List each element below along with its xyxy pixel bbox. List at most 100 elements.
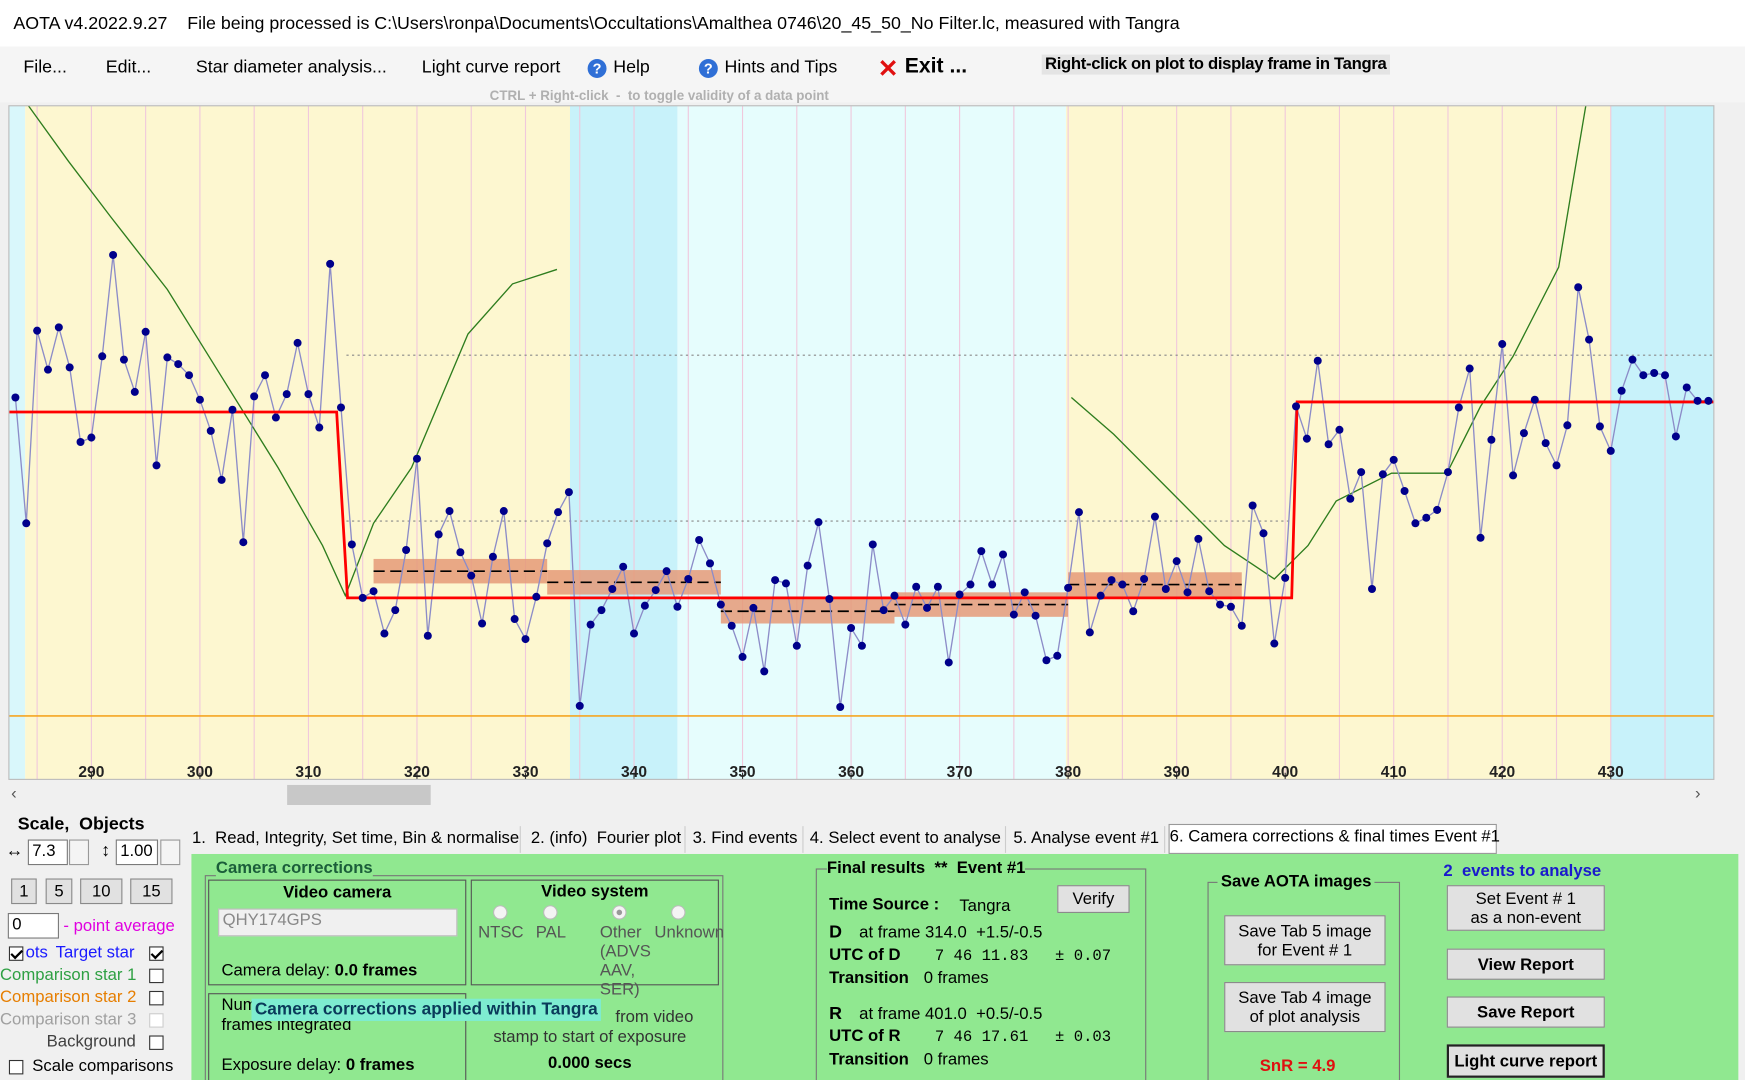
radio[interactable] [671, 905, 686, 920]
step-button[interactable]: 10 [80, 878, 123, 905]
step-button[interactable]: 5 [45, 878, 73, 905]
data-point [163, 353, 172, 362]
data-point [1129, 607, 1138, 616]
menu-item[interactable]: File... [23, 57, 67, 77]
menu-item[interactable]: Star diameter analysis... [195, 57, 387, 77]
data-point [890, 591, 899, 600]
data-point [423, 631, 432, 640]
camera-delay-value: 0.0 frames [334, 960, 418, 980]
x-scale-spinner[interactable] [68, 839, 90, 866]
step-button[interactable]: 1 [11, 878, 37, 905]
utc-label: UTC of D [829, 945, 901, 965]
light-curve-report-button[interactable]: Light curve report [1446, 1044, 1605, 1078]
non-event-button[interactable]: Set Event # 1 as a non-event [1446, 885, 1605, 931]
svg-text:?: ? [704, 61, 713, 77]
x-tick-label: 330 [512, 764, 538, 781]
y-scale-input[interactable]: 1.00 [115, 839, 159, 866]
save-tab5-button[interactable]: Save Tab 5 image for Event # 1 [1224, 915, 1386, 966]
tab[interactable]: 6. Camera corrections & final times Even… [1168, 823, 1500, 854]
plots-label: ots [25, 943, 48, 962]
data-point [1226, 602, 1235, 611]
camera-select[interactable]: QHY174GPS [218, 908, 458, 937]
tab[interactable]: 5. Analyse event #1 [1008, 826, 1166, 853]
region [25, 105, 570, 780]
data-point [586, 620, 595, 629]
tab[interactable]: 1. Read, Integrity, Set time, Bin & norm… [191, 826, 521, 853]
verify-button[interactable]: Verify [1057, 885, 1130, 913]
data-point [478, 619, 487, 628]
data-point [716, 600, 725, 609]
object-checkbox[interactable] [149, 990, 164, 1006]
scale-title: Scale, Objects [17, 815, 145, 834]
data-point [304, 390, 313, 399]
data-point [488, 552, 497, 561]
data-point [1205, 587, 1214, 596]
exit-icon [880, 60, 896, 76]
data-point [239, 538, 248, 547]
data-point [456, 548, 465, 557]
save-tab4-button[interactable]: Save Tab 4 image of plot analysis [1224, 982, 1386, 1033]
tab[interactable]: 3. Find events [688, 826, 804, 853]
from-video: from video [615, 1007, 694, 1027]
camera-delay-text: Camera delay: [221, 960, 335, 980]
x-scale-input[interactable]: 7.3 [27, 839, 68, 866]
light-curve-plot[interactable]: 290 300 310 320 330 340 350 360 370 380 390 400 410 4… [0, 0, 1745, 813]
data-point [1465, 364, 1474, 373]
data-point [33, 326, 42, 335]
menu-item[interactable]: Exit ... [904, 54, 968, 78]
data-point [879, 606, 888, 615]
object-label: Comparison star 1 [0, 965, 137, 985]
camera-group [204, 875, 724, 1080]
radio[interactable] [612, 905, 627, 920]
menu-item[interactable]: Help [613, 57, 650, 77]
point-average-select[interactable]: 0 [7, 912, 59, 939]
object-checkbox[interactable] [149, 968, 164, 984]
x-tick-label: 350 [730, 764, 756, 781]
scroll-thumb[interactable] [287, 784, 431, 805]
save-report-button[interactable]: Save Report [1446, 996, 1605, 1028]
view-report-button[interactable]: View Report [1446, 948, 1605, 980]
data-point [944, 658, 953, 667]
data-point [1389, 455, 1398, 464]
data-point [1704, 396, 1713, 405]
data-point [65, 363, 74, 372]
menu-item[interactable]: Light curve report [421, 57, 561, 77]
plot-frame [8, 105, 1715, 780]
region [569, 105, 678, 780]
h-scrollbar[interactable] [0, 782, 1745, 808]
data-point [1031, 611, 1040, 620]
data-point [543, 539, 552, 548]
data-point [206, 426, 215, 435]
data-point [1335, 425, 1344, 434]
radio[interactable] [543, 905, 558, 920]
y-scale-icon: ↕ [101, 841, 111, 861]
object-checkbox[interactable] [149, 946, 164, 961]
y-scale-spinner[interactable] [160, 839, 181, 866]
scale-comparisons-checkbox[interactable] [8, 1059, 24, 1075]
data-point [217, 475, 226, 484]
data-point [141, 327, 150, 336]
data-point [868, 540, 877, 549]
data-point [109, 250, 118, 259]
object-checkbox[interactable] [149, 1035, 164, 1050]
event-label: R [829, 1004, 842, 1024]
tab[interactable]: 4. Select event to analyse [806, 826, 1007, 853]
data-point [412, 454, 421, 463]
exposure-delay-text: Exposure delay: [221, 1055, 346, 1075]
data-point [651, 586, 660, 595]
scroll-right[interactable]: › [1694, 783, 1701, 803]
tab[interactable]: 2. (info) Fourier plot [528, 826, 686, 853]
radio[interactable] [493, 905, 508, 920]
data-point [43, 365, 52, 374]
menu-item[interactable]: Edit... [105, 57, 152, 77]
region [8, 105, 26, 780]
data-point [1552, 461, 1561, 470]
menu-item[interactable]: Hints and Tips [724, 57, 838, 77]
data-point [608, 584, 617, 593]
data-point [1443, 468, 1452, 477]
scroll-left[interactable]: ‹ [11, 783, 17, 803]
plots-checkbox[interactable] [8, 946, 24, 961]
data-point [630, 629, 639, 638]
step-button[interactable]: 15 [130, 878, 173, 905]
